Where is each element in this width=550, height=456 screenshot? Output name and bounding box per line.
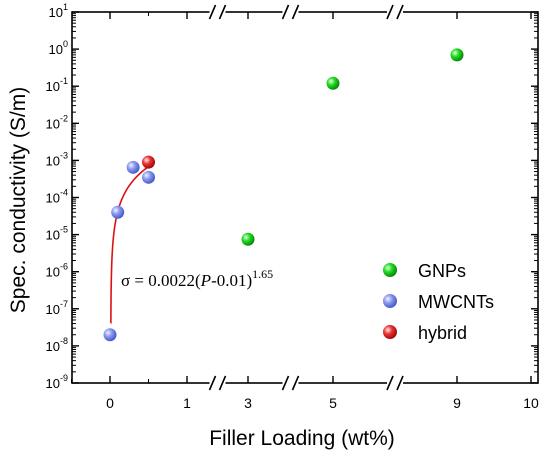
legend-label: GNPs bbox=[418, 261, 466, 281]
x-tick-label: 10 bbox=[523, 395, 539, 411]
axis-break-slash bbox=[208, 4, 217, 20]
y-tick-label: 101 bbox=[49, 2, 68, 20]
plot-frame bbox=[71, 11, 539, 384]
y-tick-label: 10-8 bbox=[46, 336, 68, 354]
axis-break-gap bbox=[209, 379, 226, 387]
axis-break-slash bbox=[281, 4, 290, 20]
y-tick-label: 10-7 bbox=[46, 299, 68, 317]
legend-label: hybrid bbox=[418, 323, 467, 343]
axis-break-gap bbox=[282, 379, 299, 387]
fit-curve bbox=[110, 166, 149, 324]
legend: GNPs MWCNTs hybrid bbox=[383, 261, 494, 343]
y-tick-label: 10-5 bbox=[46, 225, 68, 243]
data-point-mwcnts bbox=[142, 170, 155, 184]
x-tick-label: 3 bbox=[244, 395, 252, 411]
axis-break-marks bbox=[208, 4, 404, 391]
y-tick-label: 10-4 bbox=[46, 188, 68, 206]
x-tick-label: 1 bbox=[183, 395, 191, 411]
plot-border bbox=[71, 11, 539, 384]
y-tick-label: 10-3 bbox=[46, 150, 68, 168]
data-point-mwcnts bbox=[103, 328, 117, 342]
y-tick-label: 100 bbox=[49, 39, 68, 57]
axis-break-slash bbox=[291, 4, 300, 20]
data-point-gnps bbox=[326, 76, 340, 90]
y-tick-label: 10-9 bbox=[46, 373, 68, 391]
axis-break-gap bbox=[387, 8, 403, 16]
data-points bbox=[103, 48, 464, 342]
axis-break-slash bbox=[386, 375, 394, 391]
data-point-mwcnts bbox=[126, 160, 140, 174]
axis-break-gap bbox=[209, 8, 226, 16]
legend-marker-hybrid bbox=[383, 325, 397, 339]
axis-break-slash bbox=[281, 375, 290, 391]
legend-label: MWCNTs bbox=[418, 292, 494, 312]
axis-break-slash bbox=[208, 375, 217, 391]
axis-break-slash bbox=[386, 4, 394, 20]
axis-break-gap bbox=[282, 8, 299, 16]
x-tick-label: 9 bbox=[453, 395, 461, 411]
axis-break-slash bbox=[218, 375, 227, 391]
y-tick-label: 10-1 bbox=[46, 76, 68, 94]
x-axis-ticks: 0 1 3 5 9 10 bbox=[71, 12, 539, 411]
y-tick-label: 10-6 bbox=[46, 262, 68, 280]
axis-break-slash bbox=[218, 4, 227, 20]
data-point-hybrid bbox=[142, 155, 155, 169]
legend-marker-mwcnts bbox=[383, 294, 397, 308]
data-point-gnps bbox=[450, 48, 464, 62]
data-point-mwcnts bbox=[111, 205, 125, 219]
data-point-gnps bbox=[241, 232, 255, 246]
legend-marker-gnps bbox=[383, 263, 397, 277]
y-axis-label: Spec. conductivity (S/m) bbox=[7, 87, 30, 313]
axis-break-slash bbox=[291, 375, 300, 391]
x-axis-label: Filler Loading (wt%) bbox=[209, 427, 395, 450]
x-tick-label: 0 bbox=[106, 395, 114, 411]
x-tick-label: 5 bbox=[329, 395, 337, 411]
fit-curve-layer bbox=[110, 166, 149, 324]
axis-break-slash bbox=[396, 4, 404, 20]
y-axis-ticks: 10-9 10-8 10-7 10-6 10-5 10-4 10-3 10-2 10-1 100 1… bbox=[46, 2, 538, 391]
y-tick-label: 10-2 bbox=[46, 113, 68, 131]
axis-break-slash bbox=[396, 375, 404, 391]
axis-break-gap bbox=[387, 379, 403, 387]
fit-equation: σ = 0.0022(P-0.01)1.65 bbox=[121, 267, 273, 290]
